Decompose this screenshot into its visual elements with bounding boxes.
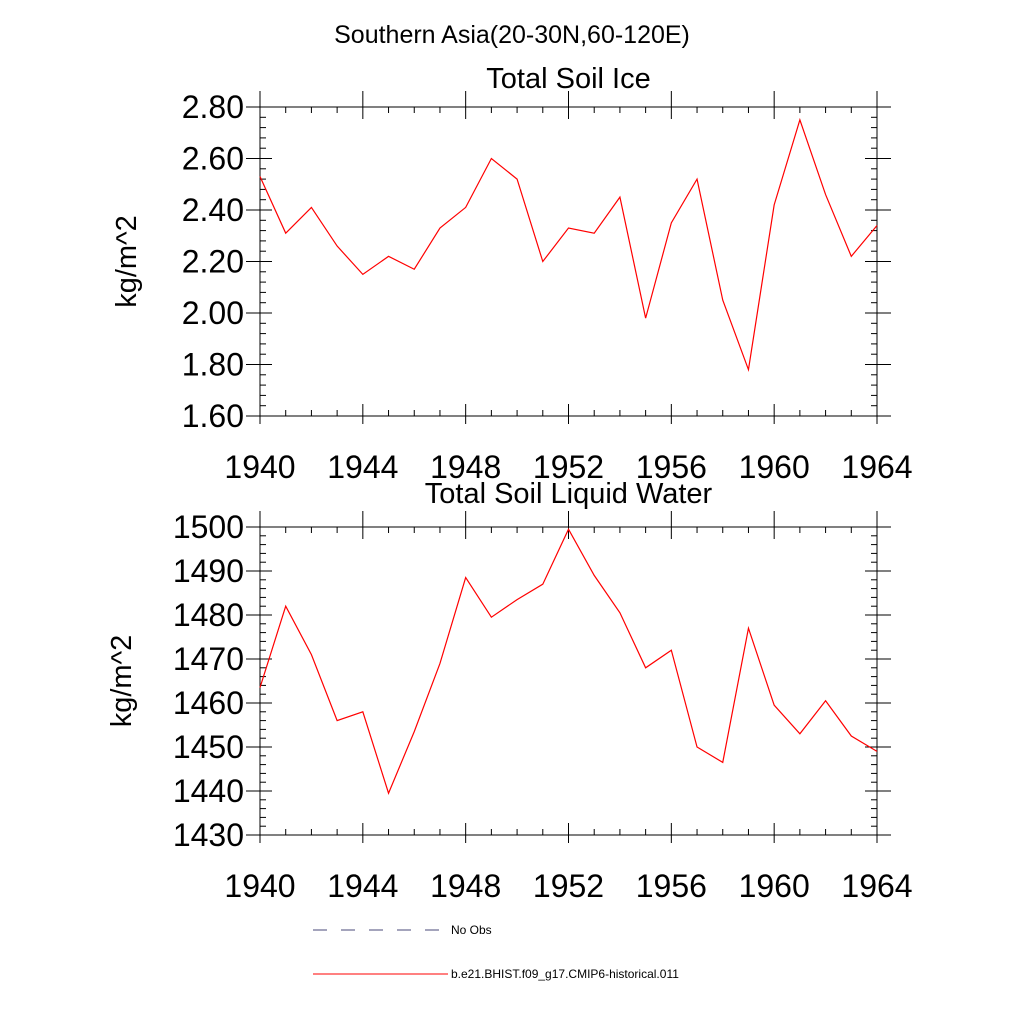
x-tick-label: 1944 <box>327 868 398 904</box>
y-tick-label: 1500 <box>173 509 244 545</box>
x-tick-label: 1948 <box>430 449 501 485</box>
data-point <box>645 667 646 668</box>
data-point <box>414 269 415 270</box>
x-tick-label: 1960 <box>739 868 810 904</box>
data-point <box>285 606 286 607</box>
data-point <box>285 233 286 234</box>
data-point <box>362 274 363 275</box>
data-point <box>851 735 852 736</box>
legend-label-model-run: b.e21.BHIST.f09_g17.CMIP6-historical.011 <box>451 967 679 981</box>
data-point <box>568 227 569 228</box>
x-tick-label: 1940 <box>224 449 295 485</box>
data-point <box>645 318 646 319</box>
data-point <box>388 793 389 794</box>
x-tick-label: 1956 <box>636 868 707 904</box>
data-point <box>311 207 312 208</box>
data-point <box>696 746 697 747</box>
data-point <box>362 711 363 712</box>
data-point <box>851 256 852 257</box>
y-tick-label: 1440 <box>173 773 244 809</box>
x-tick-label: 1952 <box>533 449 604 485</box>
data-point <box>594 233 595 234</box>
y-axis-label: kg/m^2 <box>106 635 138 728</box>
y-tick-label: 1450 <box>173 729 244 765</box>
data-point <box>259 176 260 177</box>
y-tick-label: 2.00 <box>182 295 244 331</box>
legend-label-no-obs: No Obs <box>451 923 492 937</box>
y-tick-label: 2.80 <box>182 89 244 125</box>
y-tick-label: 1460 <box>173 685 244 721</box>
data-point <box>516 179 517 180</box>
data-point <box>542 584 543 585</box>
y-tick-label: 1480 <box>173 597 244 633</box>
y-tick-label: 1430 <box>173 817 244 853</box>
data-point <box>414 731 415 732</box>
x-tick-label: 1948 <box>430 868 501 904</box>
y-tick-label: 2.40 <box>182 192 244 228</box>
data-point <box>439 227 440 228</box>
data-point <box>619 612 620 613</box>
y-tick-label: 1.80 <box>182 347 244 383</box>
x-tick-label: 1960 <box>739 449 810 485</box>
data-point <box>465 577 466 578</box>
data-point <box>825 194 826 195</box>
x-tick-label: 1940 <box>224 868 295 904</box>
data-point <box>876 225 877 226</box>
data-point <box>594 575 595 576</box>
data-point <box>825 700 826 701</box>
data-point <box>259 687 260 688</box>
y-tick-label: 2.60 <box>182 141 244 177</box>
x-tick-label: 1944 <box>327 449 398 485</box>
data-point <box>516 599 517 600</box>
data-point <box>491 158 492 159</box>
figure-suptitle: Southern Asia(20-30N,60-120E) <box>334 21 690 49</box>
data-point <box>311 654 312 655</box>
data-point <box>799 119 800 120</box>
series-line <box>259 527 878 795</box>
data-point <box>722 762 723 763</box>
y-axis-label: kg/m^2 <box>111 215 143 308</box>
data-point <box>337 720 338 721</box>
plot-frame <box>259 106 878 417</box>
data-point <box>671 222 672 223</box>
y-tick-label: 1470 <box>173 641 244 677</box>
data-point <box>465 207 466 208</box>
x-tick-label: 1956 <box>636 449 707 485</box>
data-point <box>876 751 877 752</box>
x-tick-label: 1952 <box>533 868 604 904</box>
data-point <box>696 179 697 180</box>
plot-frame <box>259 526 878 836</box>
data-point <box>799 733 800 734</box>
legend: No Obs b.e21.BHIST.f09_g17.CMIP6-histori… <box>313 923 679 981</box>
series-line <box>259 117 878 373</box>
x-tick-label: 1964 <box>841 868 912 904</box>
data-point <box>542 261 543 262</box>
data-point <box>388 256 389 257</box>
data-point <box>439 663 440 664</box>
data-point <box>619 197 620 198</box>
x-tick-label: 1964 <box>841 449 912 485</box>
y-tick-label: 1490 <box>173 553 244 589</box>
data-point <box>774 705 775 706</box>
panel-title: Total Soil Ice <box>486 63 650 95</box>
y-tick-label: 1.60 <box>182 398 244 434</box>
data-point <box>671 650 672 651</box>
data-point <box>722 300 723 301</box>
data-point <box>748 628 749 629</box>
panel-total-soil-ice: Total Soil Ice kg/m^2 1940 1944 1948 1952 1956… <box>111 63 913 485</box>
panel-title: Total Soil Liquid Water <box>425 478 713 510</box>
data-point <box>568 529 569 530</box>
data-point <box>491 617 492 618</box>
data-point <box>337 245 338 246</box>
data-point <box>774 204 775 205</box>
data-point <box>748 369 749 370</box>
y-tick-label: 2.20 <box>182 244 244 280</box>
panel-total-soil-liquid-water: Total Soil Liquid Water kg/m^2 1940 1944 194… <box>106 478 913 904</box>
